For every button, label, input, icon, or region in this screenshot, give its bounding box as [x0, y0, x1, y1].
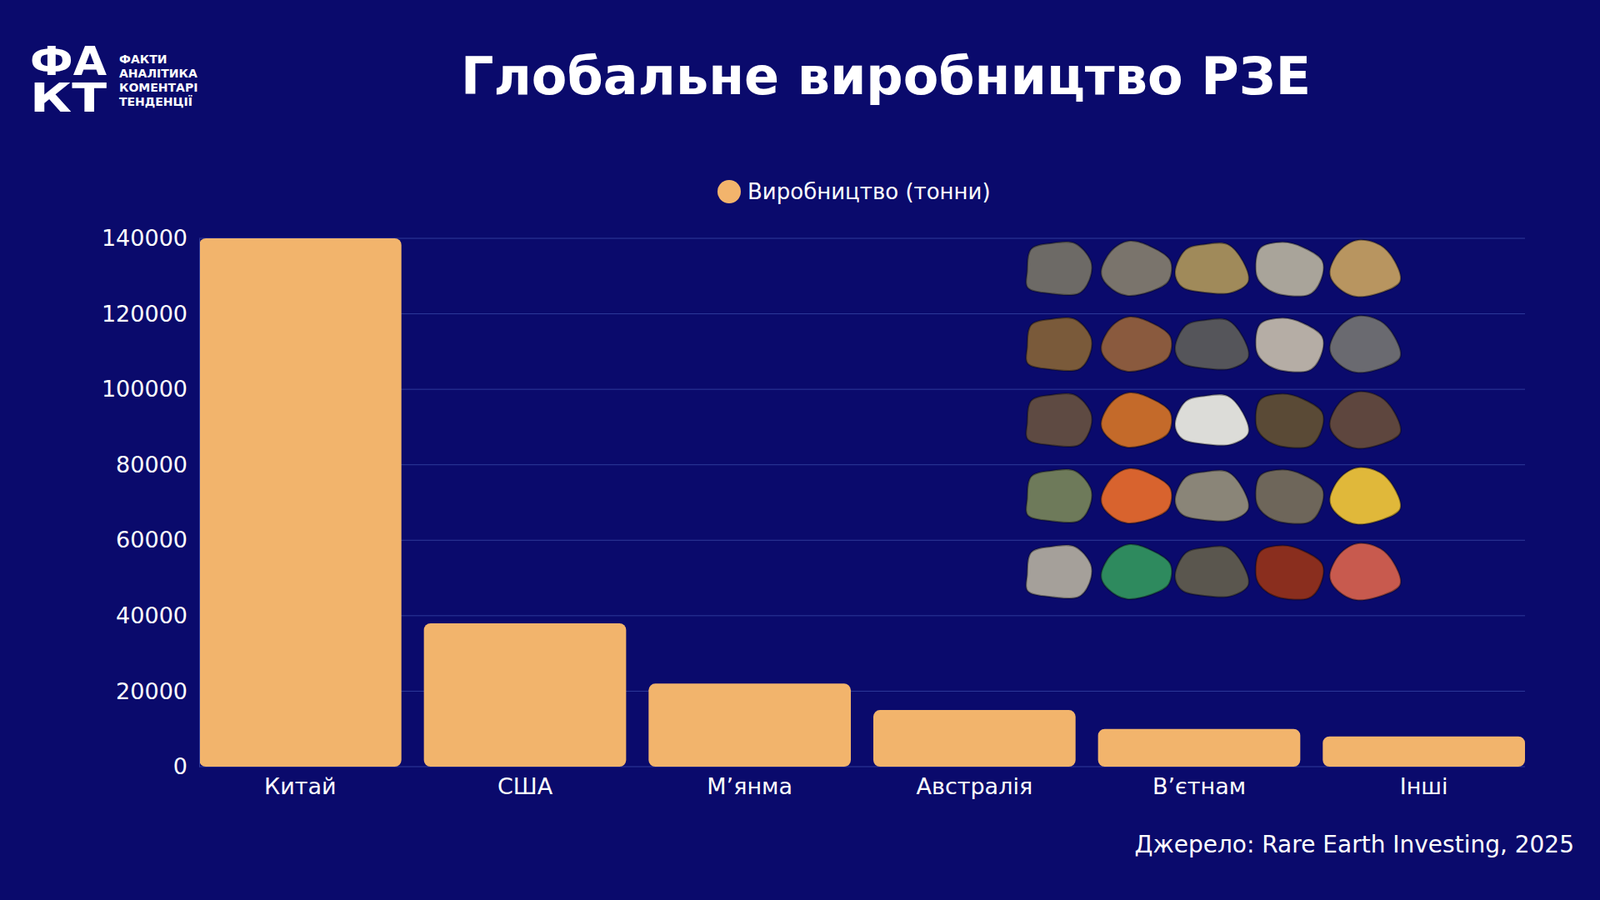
source: Джерело: Rare Earth Investing, 2025: [1135, 830, 1575, 859]
y-tick-label: 60000: [115, 526, 188, 553]
x-tick-label: В’єтнам: [1152, 773, 1246, 800]
x-tick: США: [497, 766, 554, 800]
logo-line: КОМЕНТАРІ: [119, 80, 198, 95]
bar: [873, 710, 1076, 767]
mineral: [1330, 543, 1401, 600]
mineral: [1100, 240, 1172, 296]
x-tick-label: Інші: [1400, 773, 1449, 800]
y-axis-line: [199, 239, 200, 768]
mineral: [1330, 240, 1401, 297]
x-tick-label: М’янма: [706, 773, 793, 800]
logo-line: АНАЛІТИКА: [119, 66, 198, 80]
mineral: [1100, 468, 1172, 524]
mineral: [1100, 544, 1172, 600]
y-tick: 120000: [101, 300, 200, 327]
logo: ФАКТФАКТИАНАЛІТИКАКОМЕНТАРІТЕНДЕНЦІЇ: [30, 37, 198, 121]
legend-swatch: [717, 180, 741, 204]
grid: [199, 238, 1525, 767]
mineral: [1025, 393, 1092, 447]
mineral: [1330, 467, 1401, 525]
y-tick: 60000: [115, 526, 200, 553]
mineral: [1025, 469, 1092, 523]
x-tick-label: США: [497, 773, 554, 800]
bar: [648, 683, 851, 767]
mineral: [1175, 545, 1250, 597]
y-tick: 0: [173, 753, 200, 780]
y-tick-label: 40000: [115, 602, 188, 629]
mineral: [1100, 392, 1172, 448]
mineral: [1255, 318, 1325, 373]
mineral: [1330, 391, 1401, 449]
bar: [1322, 736, 1525, 767]
mineral: [1255, 242, 1325, 297]
y-tick-label: 0: [173, 753, 188, 780]
bar: [199, 238, 402, 767]
grid-line: [199, 766, 1525, 768]
mineral: [1175, 394, 1250, 445]
mineral: [1175, 318, 1250, 370]
mineral: [1255, 545, 1325, 600]
y-tick: 140000: [101, 225, 200, 251]
mineral: [1025, 545, 1092, 599]
legend-label: Виробництво (тонни): [747, 179, 991, 205]
x-axis-line: [200, 766, 1526, 768]
y-tick-label: 120000: [101, 300, 188, 327]
mineral: [1255, 470, 1325, 525]
y-tick: 80000: [115, 451, 200, 478]
grid-line: [199, 238, 1525, 240]
mineral: [1175, 470, 1250, 521]
x-tick-label: Китай: [264, 773, 337, 800]
legend: Виробництво (тонни): [717, 179, 991, 205]
y-tick: 100000: [101, 375, 200, 402]
bars: [199, 238, 1525, 767]
minerals: [1025, 240, 1401, 600]
y-tick: 40000: [115, 602, 200, 629]
y-tick-label: 20000: [115, 678, 188, 705]
mineral: [1330, 315, 1401, 373]
y-tick-label: 140000: [101, 225, 188, 251]
title: Глобальне виробництво РЗЕ: [460, 45, 1311, 107]
x-tick: В’єтнам: [1152, 766, 1246, 800]
y-tick-label: 80000: [115, 451, 188, 478]
background: [0, 0, 1600, 900]
logo-line: ФАКТИ: [119, 52, 167, 66]
mineral: [1025, 241, 1092, 295]
y-axis: 0 20000 40000 60000 80000 100000 120000 140000: [101, 225, 200, 780]
mineral: [1255, 394, 1325, 449]
logo-line: ТЕНДЕНЦІЇ: [119, 95, 193, 109]
mineral: [1025, 317, 1092, 371]
bar: [1098, 729, 1301, 767]
mineral: [1175, 242, 1250, 294]
y-tick-label: 100000: [101, 375, 188, 402]
x-tick: М’янма: [706, 766, 793, 800]
x-tick: Австралія: [916, 766, 1034, 800]
mineral: [1100, 316, 1172, 372]
chart: ФАКТФАКТИАНАЛІТИКАКОМЕНТАРІТЕНДЕНЦІЇГлоб…: [0, 0, 1600, 900]
logo-mark: КТ: [30, 74, 107, 121]
y-tick: 20000: [115, 678, 200, 705]
bar: [424, 623, 627, 767]
x-tick: Інші: [1400, 766, 1449, 800]
x-tick-label: Австралія: [916, 773, 1034, 800]
x-tick: Китай: [264, 766, 337, 800]
x-axis: Китай США М’янма Австралія В’єтнам Інші: [200, 766, 1526, 800]
